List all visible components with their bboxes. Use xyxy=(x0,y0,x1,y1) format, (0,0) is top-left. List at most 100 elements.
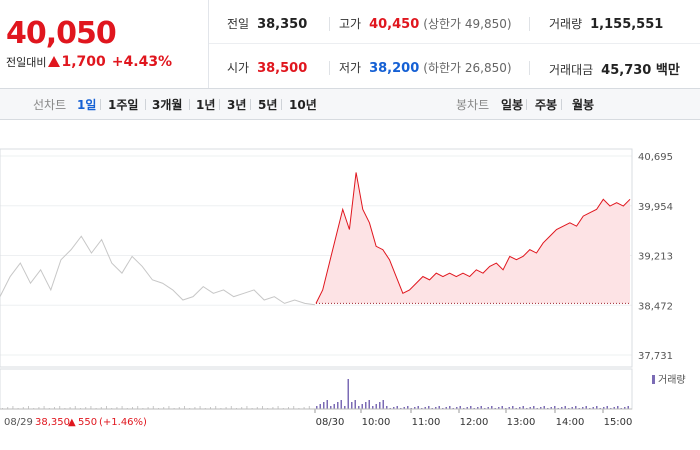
volume-bar xyxy=(459,406,461,409)
volume-bar xyxy=(361,404,363,409)
stat-volume: 거래량 1,155,551 xyxy=(549,15,663,32)
tab-1-year[interactable]: 1년 xyxy=(196,98,216,112)
volume-bar xyxy=(12,406,14,409)
volume-bar xyxy=(351,402,353,409)
prev-day-close: 38,350 xyxy=(35,417,70,428)
price-chart: 40,695 39,954 39,213 38,472 37,731 거래량 08/30… xyxy=(0,148,686,428)
volume-bar xyxy=(449,406,451,409)
volume-bar xyxy=(417,406,419,409)
volume-bar xyxy=(379,402,381,409)
volume-bar xyxy=(178,407,180,409)
volume-bar xyxy=(491,406,493,409)
candle-chart-label: 봉차트 xyxy=(456,98,490,112)
volume-bar xyxy=(106,406,107,409)
divider xyxy=(189,99,190,110)
x-tick-label: 11:00 xyxy=(412,417,441,428)
change-value: 1,700 xyxy=(61,54,106,70)
volume-bar xyxy=(522,406,524,409)
volume-bar xyxy=(147,407,149,409)
volume-bar xyxy=(456,407,458,409)
volume-bar xyxy=(230,406,232,409)
volume-bar xyxy=(386,406,388,409)
volume-bar xyxy=(498,407,500,409)
volume-bar xyxy=(571,407,573,409)
tab-10-years[interactable]: 10년 xyxy=(289,98,317,112)
volume-bar xyxy=(550,407,552,409)
stat-prev-close: 전일 38,350 xyxy=(227,15,307,32)
volume-bar xyxy=(407,406,409,409)
volume-bar xyxy=(501,406,503,409)
volume-bar xyxy=(241,407,243,409)
divider xyxy=(145,99,146,110)
stat-label: 전일 xyxy=(227,17,250,31)
volume-bar xyxy=(90,406,92,409)
volume-bar xyxy=(445,407,447,409)
today-line xyxy=(315,172,631,304)
chart-tabs: 선차트 1일 1주일 3개월 1년 3년 5년 10년 봉차트 일봉 주봉 월봉 xyxy=(0,89,700,120)
line-chart-label: 선차트 xyxy=(33,98,67,112)
stat-open: 시가 38,500 xyxy=(227,59,307,76)
tab-3-years[interactable]: 3년 xyxy=(227,98,247,112)
today-area-fill xyxy=(316,172,630,304)
volume-bar xyxy=(323,402,325,409)
volume-bar xyxy=(85,407,87,409)
volume-bar xyxy=(246,406,248,409)
volume-bar xyxy=(262,406,263,409)
divider xyxy=(250,99,251,110)
volume-bar xyxy=(199,406,201,409)
stat-label: 고가 xyxy=(339,17,362,31)
volume-bar xyxy=(382,400,384,409)
stats-panel: 전일 38,350 고가 40,450 (상한가 49,850) 거래량 1,155,5… xyxy=(209,0,700,88)
stat-label: 저가 xyxy=(339,61,362,75)
tab-monthly-candle[interactable]: 월봉 xyxy=(572,98,595,112)
volume-frame xyxy=(0,368,633,410)
volume-bar xyxy=(38,407,40,409)
volume-bar xyxy=(372,406,374,409)
current-price: 40,050 xyxy=(6,16,117,51)
chart-grid xyxy=(0,155,632,356)
volume-bar xyxy=(435,407,437,409)
volume-bar xyxy=(477,407,479,409)
x-axis: 08/30 10:00 11:00 12:00 13:00 14:00 15:00 xyxy=(0,408,632,428)
volume-legend-label: 거래량 xyxy=(658,374,686,386)
divider xyxy=(329,61,330,75)
volume-bar xyxy=(606,406,608,409)
today-series xyxy=(315,172,631,304)
price-box: 40,050 전일대비 1,700 +4.43% xyxy=(0,0,209,88)
volume-bar xyxy=(277,406,279,409)
plot-frame xyxy=(0,148,633,368)
tab-daily-candle[interactable]: 일봉 xyxy=(501,98,524,112)
tab-5-years[interactable]: 5년 xyxy=(258,98,278,112)
volume-bar xyxy=(375,404,377,409)
prev-day-line xyxy=(0,235,316,306)
volume-bar xyxy=(308,406,310,409)
tab-1-day[interactable]: 1일 xyxy=(77,98,97,112)
volume-bar xyxy=(519,407,521,409)
stat-sub: (하한가 26,850) xyxy=(423,61,512,75)
volume-bar xyxy=(529,407,531,409)
stat-value: 38,500 xyxy=(257,61,308,76)
volume-bar xyxy=(319,404,321,409)
x-tick-label: 13:00 xyxy=(507,417,536,428)
volume-bar xyxy=(137,406,139,409)
prev-day-up-triangle-icon: ▲ xyxy=(68,417,76,428)
volume-bar xyxy=(330,406,332,409)
volume-bars xyxy=(2,379,629,409)
y-tick-label: 40,695 xyxy=(638,152,673,163)
volume-bar xyxy=(393,407,395,409)
volume-bar xyxy=(396,406,398,409)
tab-weekly-candle[interactable]: 주봉 xyxy=(535,98,558,112)
divider xyxy=(526,99,527,110)
volume-bar xyxy=(293,406,295,409)
volume-bar xyxy=(303,407,305,409)
tab-3-months[interactable]: 3개월 xyxy=(152,98,183,112)
tab-1-week[interactable]: 1주일 xyxy=(108,98,139,112)
volume-bar xyxy=(533,406,535,409)
prev-day-series xyxy=(0,235,316,306)
divider xyxy=(209,43,700,44)
stat-sub: (상한가 49,850) xyxy=(423,17,512,31)
stat-label: 거래량 xyxy=(549,17,583,31)
volume-bar xyxy=(592,407,594,409)
volume-bar xyxy=(168,406,170,409)
divider xyxy=(529,17,530,31)
